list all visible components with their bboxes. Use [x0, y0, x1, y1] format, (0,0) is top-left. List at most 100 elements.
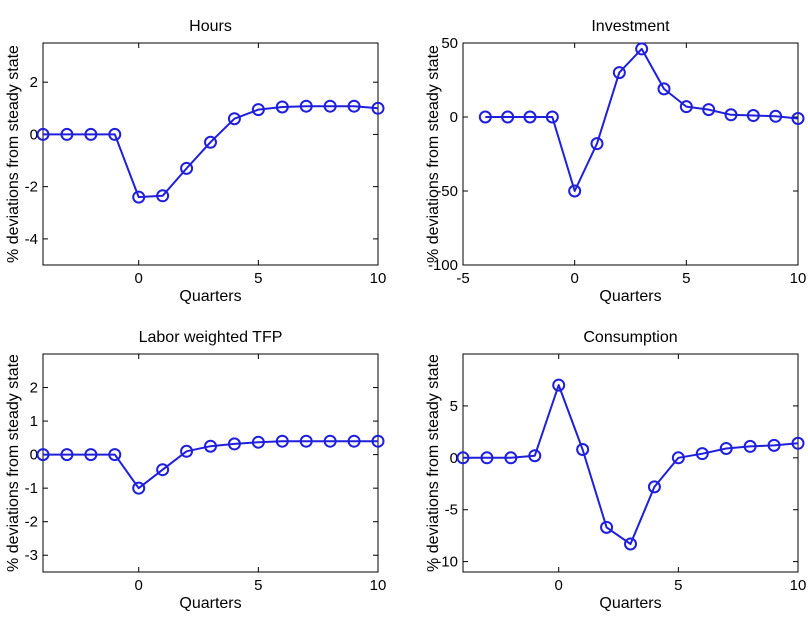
data-point: [323, 434, 337, 448]
data-point: [671, 451, 685, 465]
x-tick-label: 10: [370, 577, 387, 594]
x-tick-label: 5: [254, 270, 262, 287]
data-point: [724, 108, 738, 122]
x-tick-label: 5: [254, 577, 262, 594]
series-line: [43, 440, 378, 490]
x-axis-label: Quarters: [179, 288, 241, 305]
y-axis-label: % deviations from steady state: [5, 354, 22, 572]
data-point: [323, 99, 337, 113]
chart-panel-2: 0 5 10 -3 -2 -1 0 1 2 Labor weighted TFP Quarters%…: [5, 329, 386, 612]
data-point: [227, 437, 241, 451]
x-tick-label: 0: [555, 577, 563, 594]
y-tick-label: 0: [30, 447, 38, 464]
data-point: [523, 110, 537, 124]
x-tick-label: 10: [790, 577, 807, 594]
data-point: [347, 434, 361, 448]
y-tick-label: -3: [25, 547, 38, 564]
y-tick-label: -10: [436, 554, 458, 571]
series-line: [485, 47, 799, 192]
data-point: [299, 434, 313, 448]
series-line: [463, 384, 799, 545]
y-tick-label: -1: [25, 480, 38, 497]
y-tick-label: 0: [30, 126, 38, 143]
y-tick-label: -5: [445, 502, 458, 519]
data-point: [695, 447, 709, 461]
data-point: [552, 378, 566, 392]
data-point: [132, 481, 146, 495]
x-tick-label: 10: [790, 270, 807, 287]
x-axis-label: Quarters: [599, 288, 661, 305]
axes-box: [42, 353, 379, 573]
data-point: [108, 127, 122, 141]
x-tick-label: 10: [370, 270, 387, 287]
data-point: [180, 161, 194, 175]
data-point: [590, 137, 604, 151]
data-point: [702, 103, 716, 117]
data-point: [299, 99, 313, 113]
data-point: [36, 127, 50, 141]
data-point: [180, 444, 194, 458]
data-point: [60, 448, 74, 462]
data-point: [568, 184, 582, 198]
y-tick-label: -4: [25, 231, 38, 248]
chart-panel-3: 0 5 10 -10 -5 0 5 Consumption Quarters % deviatio…: [425, 329, 806, 612]
data-point: [347, 99, 361, 113]
x-tick-label: -5: [456, 270, 469, 287]
axes-box: [462, 42, 799, 266]
y-tick-label: 1: [30, 413, 38, 430]
y-axis-label: % deviations from steady state: [425, 45, 442, 263]
data-point: [132, 190, 146, 204]
x-tick-label: 0: [135, 577, 143, 594]
data-point: [156, 189, 170, 203]
data-point: [60, 127, 74, 141]
data-point: [156, 463, 170, 477]
y-tick-label: -100: [428, 257, 458, 274]
y-tick-label: 5: [450, 398, 458, 415]
data-point: [635, 42, 649, 56]
data-point: [504, 451, 518, 465]
data-point: [108, 448, 122, 462]
data-point: [624, 537, 637, 551]
chart-title: Labor weighted TFP: [139, 329, 283, 346]
data-point: [769, 109, 783, 123]
data-point: [647, 480, 661, 494]
y-tick-label: 0: [450, 450, 458, 467]
data-point: [767, 438, 781, 452]
data-point: [501, 110, 515, 124]
x-tick-label: 0: [135, 270, 143, 287]
data-point: [743, 439, 757, 453]
x-axis-label: Quarters: [599, 595, 661, 612]
chart-title: Hours: [189, 18, 232, 35]
data-point: [371, 101, 385, 115]
data-point: [456, 451, 470, 465]
data-point: [600, 520, 614, 534]
data-point: [204, 439, 217, 453]
data-point: [275, 100, 289, 114]
data-point: [746, 109, 760, 123]
x-tick-label: 5: [674, 577, 682, 594]
data-point: [251, 435, 265, 449]
data-point: [545, 110, 559, 124]
data-point: [791, 436, 805, 450]
data-point: [84, 448, 98, 462]
data-point: [227, 112, 241, 126]
y-tick-label: -2: [25, 179, 38, 196]
data-point: [275, 434, 289, 448]
x-tick-label: 0: [570, 270, 578, 287]
data-point: [204, 135, 217, 149]
data-point: [612, 66, 626, 80]
x-tick-label: 5: [682, 270, 690, 287]
y-tick-label: -50: [436, 183, 458, 200]
chart-title: Consumption: [583, 329, 677, 346]
data-point: [84, 127, 98, 141]
y-tick-label: 50: [441, 35, 458, 52]
data-point: [657, 82, 671, 96]
series-line: [43, 105, 379, 199]
y-axis-label: % deviations from steady state: [425, 354, 442, 572]
y-tick-label: 2: [30, 380, 38, 397]
y-tick-label: 0: [450, 109, 458, 126]
y-axis-label: % deviations from steady state: [5, 45, 22, 263]
data-point: [251, 103, 265, 117]
